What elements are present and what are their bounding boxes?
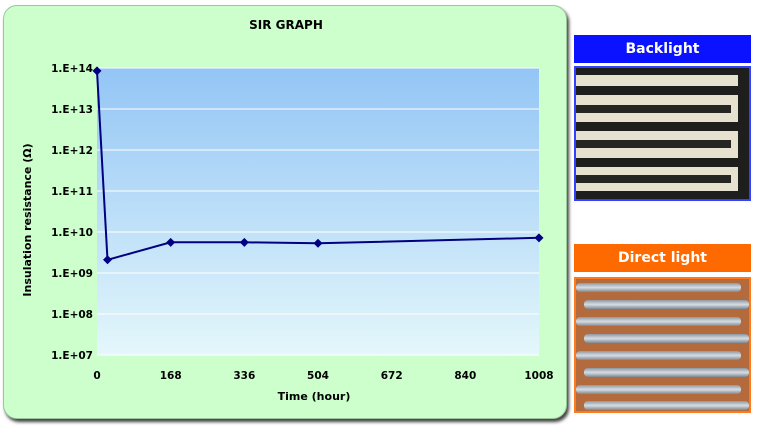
y-tick-labels: 1.E+07 1.E+08 1.E+09 1.E+10 1.E+11 1.E+12 1.E+…	[51, 63, 93, 362]
x-tick-label: 336	[233, 370, 255, 382]
data-point	[103, 255, 113, 265]
y-tick-label: 1.E+14	[51, 63, 93, 75]
data-point	[534, 233, 544, 243]
y-tick-label: 1.E+08	[51, 309, 93, 321]
plot-area	[97, 68, 539, 355]
chart-panel: SIR GRAPH 1.E+07 1.E+08 1.E+09 1.E+10 1.E+11…	[3, 5, 567, 419]
data-point	[92, 66, 102, 76]
y-tick-label: 1.E+12	[51, 145, 93, 157]
x-tick-label: 840	[454, 370, 476, 382]
y-tick-label: 1.E+13	[51, 104, 93, 116]
series-line	[96, 70, 540, 262]
backlight-photo	[574, 66, 751, 201]
direct-light-comb-pattern	[576, 279, 749, 411]
chart-title: SIR GRAPH	[249, 18, 323, 32]
direct-light-label: Direct light	[574, 244, 751, 272]
data-point	[313, 238, 323, 248]
grid-lines	[97, 67, 539, 356]
series-layer	[92, 66, 544, 265]
data-point	[166, 237, 176, 247]
x-axis-label: Time (hour)	[278, 390, 351, 403]
y-tick-label: 1.E+09	[51, 268, 93, 280]
x-tick-labels: 0 168 336 504 672 840 1008	[93, 370, 553, 382]
y-tick-label: 1.E+10	[51, 227, 93, 239]
x-tick-label: 672	[381, 370, 403, 382]
x-tick-label: 504	[307, 370, 329, 382]
y-tick-label: 1.E+11	[51, 186, 93, 198]
sir-line-chart: SIR GRAPH 1.E+07 1.E+08 1.E+09 1.E+10 1.E+11…	[21, 18, 554, 403]
y-axis-label: Insulation resistance (Ω)	[21, 143, 34, 296]
backlight-comb-pattern	[576, 68, 749, 199]
data-point	[239, 237, 249, 247]
backlight-label: Backlight	[574, 35, 751, 63]
y-tick-label: 1.E+07	[51, 350, 93, 362]
x-tick-label: 168	[160, 370, 182, 382]
direct-light-photo	[574, 277, 751, 413]
x-tick-label: 1008	[524, 370, 553, 382]
x-tick-label: 0	[93, 370, 100, 382]
